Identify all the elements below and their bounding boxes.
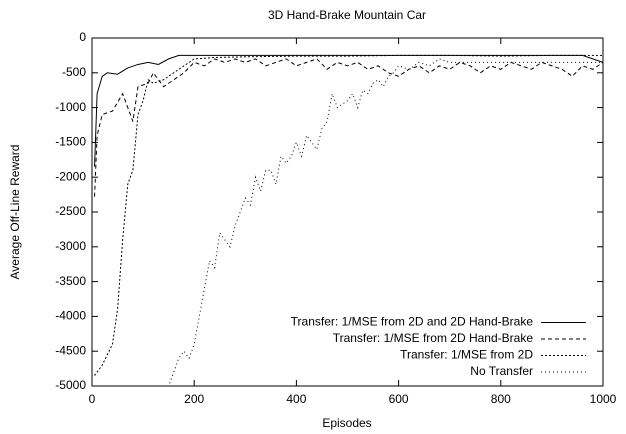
y-tick-label: -1500: [55, 135, 86, 149]
y-tick-label: -2000: [55, 169, 86, 183]
x-tick-label: 200: [184, 392, 204, 406]
y-tick-label: -5000: [55, 378, 86, 392]
legend-label: Transfer: 1/MSE from 2D Hand-Brake: [333, 331, 534, 345]
y-tick-label: -4500: [55, 343, 86, 357]
y-tick-label: -3000: [55, 239, 86, 253]
y-tick-label: -2500: [55, 204, 86, 218]
y-tick-label: -1000: [55, 100, 86, 114]
y-axis-label: Average Off-Line Reward: [8, 145, 22, 280]
y-tick-label: -3500: [55, 274, 86, 288]
x-tick-label: 800: [491, 392, 511, 406]
x-tick-label: 600: [389, 392, 409, 406]
series-line: [94, 54, 603, 167]
series-line: [163, 58, 603, 386]
y-tick-label: 0: [79, 30, 86, 44]
legend-label: Transfer: 1/MSE from 2D and 2D Hand-Brak…: [291, 315, 534, 329]
legend-label: No Transfer: [470, 364, 533, 378]
y-tick-label: -4000: [55, 309, 86, 323]
y-tick-label: -500: [62, 65, 86, 79]
legend-label: Transfer: 1/MSE from 2D: [400, 348, 533, 362]
x-tick-label: 0: [89, 392, 96, 406]
x-axis-label: Episodes: [322, 416, 371, 430]
series-line: [94, 54, 603, 376]
series-line: [94, 58, 603, 197]
x-tick-label: 400: [286, 392, 306, 406]
x-tick-label: 1000: [590, 392, 617, 406]
chart-title: 3D Hand-Brake Mountain Car: [268, 8, 426, 22]
